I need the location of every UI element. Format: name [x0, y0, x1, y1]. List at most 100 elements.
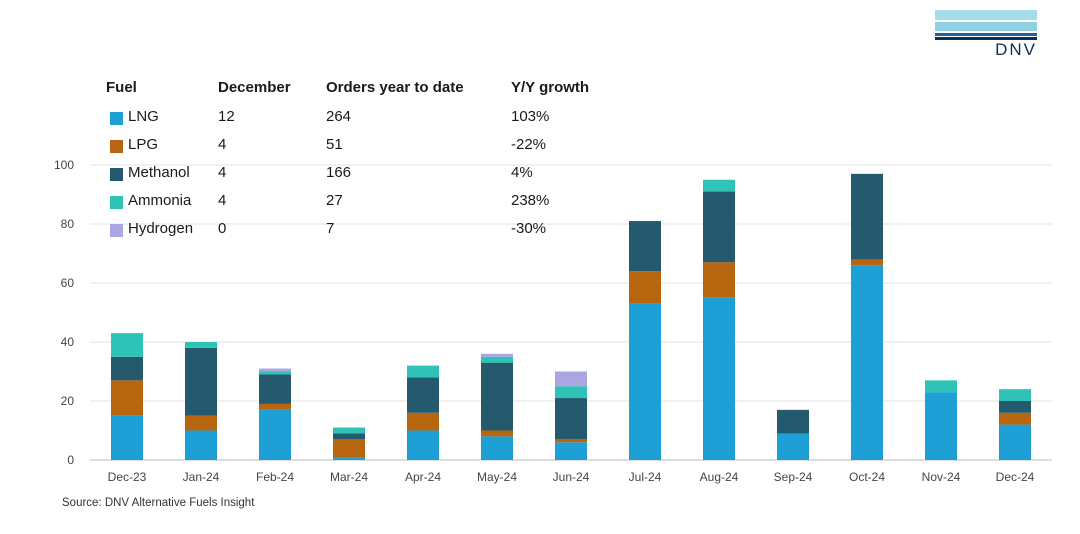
logo-stripe: [935, 33, 1037, 36]
growth-value: 4%: [511, 164, 533, 181]
header-fuel: Fuel: [106, 79, 137, 96]
december-value: 0: [218, 220, 227, 237]
legend-swatch-lng: [110, 112, 123, 125]
bar-segment-methanol: [555, 398, 587, 440]
bar-segment-lpg: [111, 380, 143, 416]
legend-swatch-methanol: [110, 168, 123, 181]
x-tick-label: Dec-23: [108, 470, 147, 484]
ytd-value: 51: [326, 136, 343, 153]
bar-segment-methanol: [777, 409, 809, 434]
fuel-name: Methanol: [128, 164, 190, 181]
x-tick-label: Aug-24: [700, 470, 739, 484]
december-value: 12: [218, 108, 235, 125]
bar-segment-ammonia: [481, 356, 513, 363]
ytd-value: 166: [326, 164, 352, 181]
ytd-value: 264: [326, 108, 352, 125]
legend-swatch-ammonia: [110, 196, 123, 209]
growth-value: -30%: [511, 220, 547, 237]
bar-segment-methanol: [333, 433, 365, 440]
bar-segment-lng: [629, 303, 661, 460]
bar-segment-lpg: [481, 430, 513, 437]
bar-segment-methanol: [185, 347, 217, 416]
bar-segment-lpg: [555, 439, 587, 443]
bar-segment-lng: [481, 436, 513, 460]
bar-segment-ammonia: [259, 371, 291, 375]
fuel-name: Ammonia: [128, 192, 192, 209]
bar-segment-lng: [185, 430, 217, 460]
x-tick-label: Sep-24: [774, 470, 813, 484]
bar-segment-lng: [407, 430, 439, 460]
bar-segment-hydrogen: [555, 371, 587, 387]
logo-text: DNV: [995, 40, 1037, 59]
bar-segment-lng: [333, 457, 365, 460]
header-december: December: [218, 79, 291, 96]
y-tick-label: 60: [61, 276, 75, 290]
bar-segment-ammonia: [999, 389, 1031, 401]
logo-stripe: [935, 10, 1037, 20]
ytd-value: 7: [326, 220, 335, 237]
bar-segment-ammonia: [555, 386, 587, 399]
bar-segment-lpg: [703, 262, 735, 298]
dnv-logo: DNV: [935, 10, 1037, 59]
growth-value: -22%: [511, 136, 547, 153]
bar-segment-ammonia: [111, 333, 143, 357]
bar-segment-methanol: [629, 221, 661, 272]
bar-segment-ammonia: [333, 427, 365, 434]
x-tick-label: Jul-24: [629, 470, 662, 484]
logo-stripe: [935, 22, 1037, 31]
bar-segment-lpg: [999, 412, 1031, 425]
growth-value: 103%: [511, 108, 550, 125]
x-tick-label: Jan-24: [183, 470, 220, 484]
x-tick-label: Jun-24: [553, 470, 590, 484]
x-tick-label: Mar-24: [330, 470, 368, 484]
growth-value: 238%: [511, 192, 550, 209]
bar-segment-lng: [999, 424, 1031, 460]
december-value: 4: [218, 192, 227, 209]
bar-segment-methanol: [481, 362, 513, 431]
fuel-name: LNG: [128, 108, 159, 125]
bar-segment-methanol: [111, 356, 143, 381]
bar-segment-ammonia: [407, 365, 439, 378]
bar-segment-ammonia: [925, 380, 957, 393]
bar-segment-lpg: [185, 415, 217, 431]
ytd-value: 27: [326, 192, 343, 209]
y-tick-label: 20: [61, 394, 75, 408]
logo-stripe: [935, 37, 1037, 40]
bar-segment-hydrogen: [481, 353, 513, 357]
x-tick-label: Apr-24: [405, 470, 441, 484]
bar-segment-hydrogen: [259, 368, 291, 372]
bar-segment-lpg: [851, 259, 883, 266]
bar-segment-lng: [111, 415, 143, 460]
x-tick-label: May-24: [477, 470, 517, 484]
bar-segment-methanol: [407, 377, 439, 413]
bar-segment-lng: [777, 433, 809, 460]
december-value: 4: [218, 164, 227, 181]
bar-segment-lpg: [333, 439, 365, 458]
legend-swatch-lpg: [110, 140, 123, 153]
y-tick-label: 80: [61, 217, 75, 231]
y-tick-label: 40: [61, 335, 75, 349]
fuel-name: LPG: [128, 136, 159, 153]
bar-segment-lpg: [259, 403, 291, 410]
bar-segment-lng: [851, 265, 883, 460]
x-tick-label: Nov-24: [922, 470, 961, 484]
header-orders-ytd: Orders year to date: [326, 79, 464, 96]
bar-segment-lng: [555, 442, 587, 460]
bar-segment-ammonia: [703, 179, 735, 192]
bar-segment-methanol: [703, 191, 735, 263]
bar-segment-ammonia: [185, 342, 217, 348]
bar-segment-lng: [703, 297, 735, 460]
fuel-name: Hydrogen: [128, 220, 194, 237]
x-tick-label: Oct-24: [849, 470, 885, 484]
header-yy-growth: Y/Y growth: [511, 79, 590, 96]
legend-swatch-hydrogen: [110, 224, 123, 237]
x-tick-label: Dec-24: [996, 470, 1035, 484]
bar-segment-lpg: [629, 271, 661, 304]
bar-segment-methanol: [851, 173, 883, 260]
source-note: Source: DNV Alternative Fuels Insight: [62, 497, 255, 509]
bar-segment-lpg: [407, 412, 439, 431]
december-value: 4: [218, 136, 227, 153]
bar-segment-lng: [259, 409, 291, 460]
y-tick-label: 0: [67, 453, 74, 467]
